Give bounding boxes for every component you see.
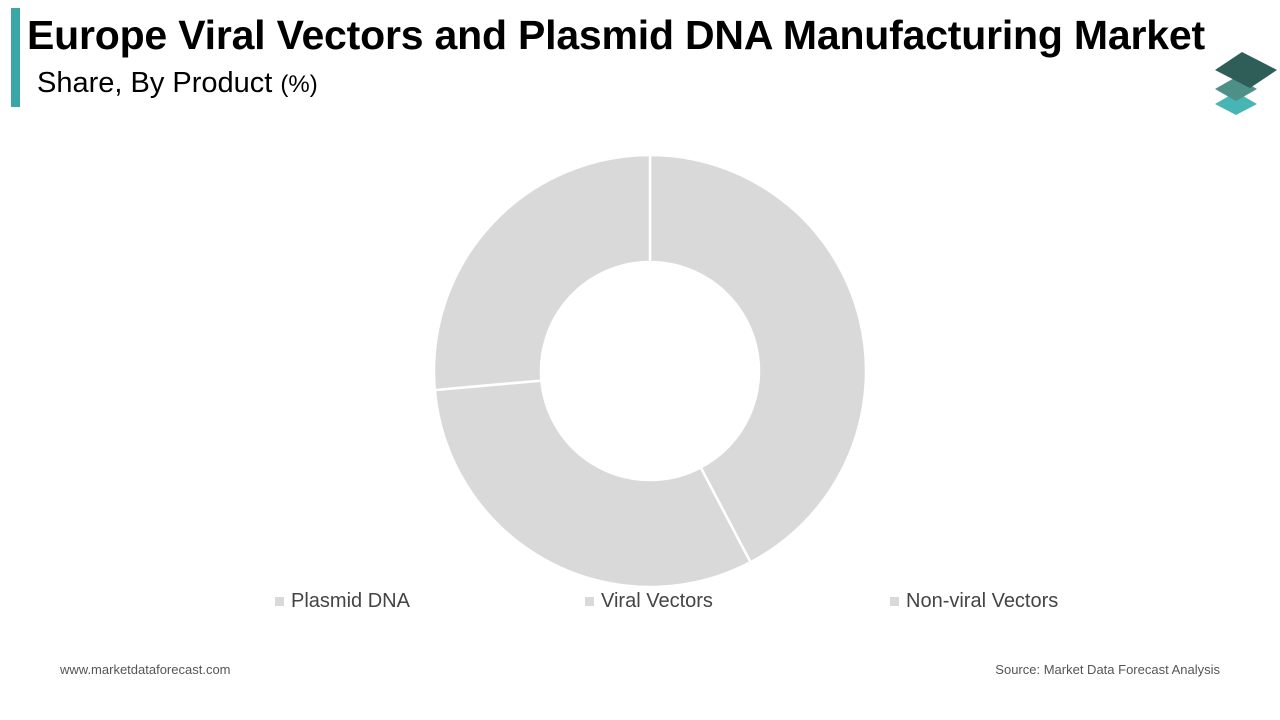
footer-website[interactable]: www.marketdataforecast.com (60, 662, 231, 677)
donut-slice-plasmid-dna[interactable] (648, 153, 868, 564)
legend-swatch (890, 596, 899, 606)
subtitle-unit: (%) (280, 71, 318, 98)
donut-slice-non-viral-vectors[interactable] (432, 153, 652, 392)
legend-label: Viral Vectors (601, 589, 713, 612)
title-accent-bar (11, 8, 20, 107)
legend-label: Non-viral Vectors (906, 589, 1059, 612)
legend-swatch (275, 596, 284, 606)
legend-item-viral-vectors[interactable]: Viral Vectors (585, 588, 713, 614)
legend-swatch (585, 596, 594, 606)
logo-layer-top (1215, 52, 1277, 88)
legend-item-plasmid-dna[interactable]: Plasmid DNA (275, 588, 410, 614)
chart-title: Europe Viral Vectors and Plasmid DNA Man… (27, 12, 1205, 58)
stacked-layers-icon (1215, 52, 1277, 115)
legend-label: Plasmid DNA (291, 589, 410, 612)
logo-layer-bottom (1215, 92, 1257, 115)
footer-source: Source: Market Data Forecast Analysis (995, 662, 1220, 677)
legend-item-non-viral-vectors[interactable]: Non-viral Vectors (890, 588, 1058, 614)
donut-slice-viral-vectors[interactable] (433, 379, 753, 589)
subtitle-text: Share, By Product (37, 67, 273, 99)
chart-subtitle: Share, By Product (%) (37, 63, 318, 105)
